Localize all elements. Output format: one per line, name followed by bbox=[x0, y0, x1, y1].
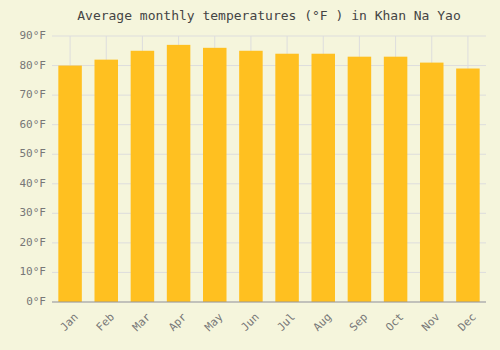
y-grid-line bbox=[52, 302, 486, 303]
bar bbox=[384, 57, 408, 302]
chart: 0°F 10°F 20°F 30°F 40°F 50°F 60°F 70°F 80°F 90°F J… bbox=[0, 0, 500, 350]
y-tick-label: 30°F bbox=[20, 206, 47, 219]
chart-container: 0°F 10°F 20°F 30°F 40°F 50°F 60°F 70°F 80°F 90°F J… bbox=[0, 0, 500, 350]
x-tick-label: Aug bbox=[311, 311, 334, 334]
x-tick-label: Apr bbox=[166, 310, 190, 334]
bar bbox=[94, 60, 118, 302]
title: Average monthly temperatures (°F ) in Kh… bbox=[77, 8, 461, 23]
bar bbox=[167, 45, 191, 302]
y-tick-label: 80°F bbox=[20, 59, 47, 72]
x-tick-label: Feb bbox=[94, 311, 117, 334]
bar bbox=[203, 48, 227, 302]
x-tick-label: Jun bbox=[238, 311, 261, 334]
x-tick-label: Jan bbox=[58, 311, 81, 334]
y-tick-label: 60°F bbox=[20, 118, 47, 131]
x-tick-label: Oct bbox=[383, 311, 406, 334]
y-tick-label: 50°F bbox=[20, 147, 47, 160]
bar bbox=[420, 63, 444, 302]
bar bbox=[348, 57, 372, 302]
bar bbox=[239, 51, 263, 302]
y-grid-line bbox=[52, 36, 486, 37]
x-tick-label: Nov bbox=[419, 310, 443, 334]
y-tick-label: 0°F bbox=[26, 295, 46, 308]
bar bbox=[456, 69, 480, 302]
x-tick-label: Sep bbox=[347, 311, 370, 334]
y-tick-label: 70°F bbox=[20, 88, 47, 101]
bars bbox=[58, 45, 479, 302]
bar bbox=[311, 54, 335, 302]
x-axis-line bbox=[52, 302, 486, 303]
bar bbox=[275, 54, 299, 302]
x-tick-label: May bbox=[202, 310, 226, 334]
x-tick-label: Mar bbox=[130, 310, 154, 334]
y-tick-label: 90°F bbox=[20, 29, 47, 42]
y-tick-label: 40°F bbox=[20, 177, 47, 190]
y-tick-label: 20°F bbox=[20, 236, 47, 249]
x-tick-label: Jul bbox=[275, 311, 298, 334]
bar bbox=[131, 51, 155, 302]
grid bbox=[52, 36, 486, 302]
y-tick-label: 10°F bbox=[20, 265, 47, 278]
bar bbox=[58, 66, 82, 302]
x-tick-label: Dec bbox=[455, 311, 478, 334]
